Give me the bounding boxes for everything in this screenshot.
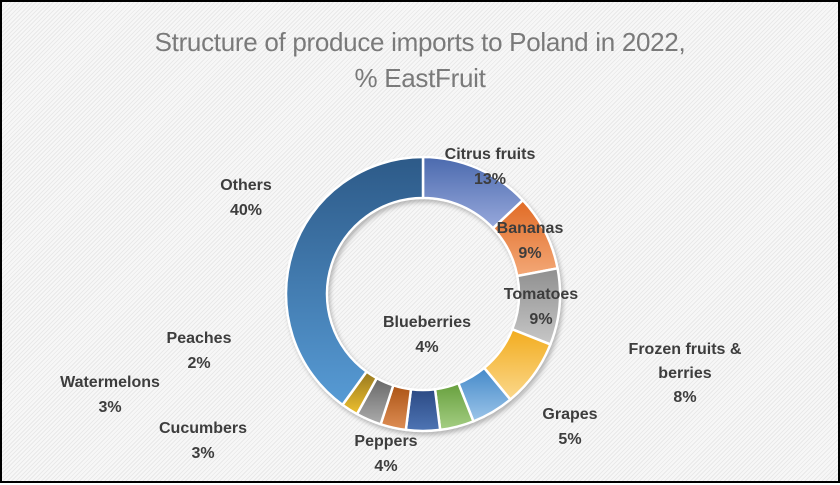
chart-title-line-2: % EastFruit xyxy=(354,63,486,93)
label-peppers-name: Peppers xyxy=(354,433,418,450)
label-bananas-name: Bananas xyxy=(496,220,564,237)
label-peaches-value: 2% xyxy=(187,355,211,372)
label-blueberries-name: Blueberries xyxy=(382,314,472,331)
label-bananas-value: 9% xyxy=(518,245,542,262)
label-cucumbers-name: Cucumbers xyxy=(158,420,248,437)
label-citrus-fruits-value: 13% xyxy=(473,171,507,188)
label-frozen-fruits-berries-name-2: berries xyxy=(658,365,712,382)
label-grapes-name: Grapes xyxy=(542,406,598,423)
label-frozen-fruits-berries-value: 8% xyxy=(673,389,697,406)
label-peaches-name: Peaches xyxy=(166,330,232,347)
label-tomatoes-value: 9% xyxy=(529,311,553,328)
label-watermelons-value: 3% xyxy=(98,399,122,416)
label-frozen-fruits-berries-name-1: Frozen fruits & xyxy=(628,341,742,358)
label-blueberries-value: 4% xyxy=(415,339,439,356)
label-blueberries: Blueberries 4% xyxy=(383,310,471,360)
label-frozen-fruits-berries: Frozen fruits & berries 8% xyxy=(629,338,742,410)
label-grapes-value: 5% xyxy=(558,431,582,448)
label-tomatoes: Tomatoes 9% xyxy=(504,282,578,332)
label-tomatoes-name: Tomatoes xyxy=(503,286,579,303)
label-watermelons-name: Watermelons xyxy=(60,374,160,391)
label-peaches: Peaches 2% xyxy=(167,326,232,376)
label-citrus-fruits: Citrus fruits 13% xyxy=(445,142,536,192)
label-bananas: Bananas 9% xyxy=(497,216,564,266)
label-others-value: 40% xyxy=(229,202,263,219)
label-cucumbers-value: 3% xyxy=(191,445,215,462)
label-peppers-value: 4% xyxy=(374,458,398,475)
label-watermelons: Watermelons 3% xyxy=(60,370,160,420)
chart-title: Structure of produce imports to Poland i… xyxy=(2,24,838,96)
label-others: Others 40% xyxy=(220,173,272,223)
label-cucumbers: Cucumbers 3% xyxy=(159,416,247,466)
label-others-name: Others xyxy=(220,177,272,194)
label-peppers: Peppers 4% xyxy=(354,429,417,479)
label-grapes: Grapes 5% xyxy=(542,402,597,452)
label-citrus-fruits-name: Citrus fruits xyxy=(444,146,536,163)
chart-title-line-1: Structure of produce imports to Poland i… xyxy=(154,27,686,57)
slice-others[interactable] xyxy=(284,155,425,407)
